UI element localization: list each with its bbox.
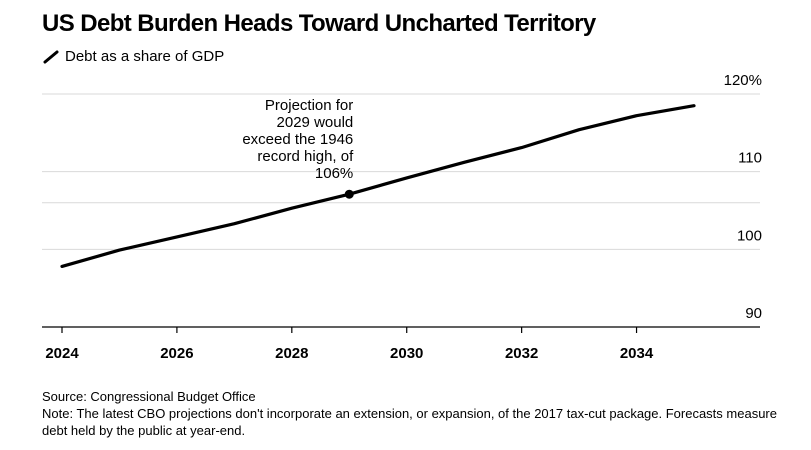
y-tick-label: 100: [737, 227, 762, 244]
y-axis: 90 100 110 120%: [724, 72, 762, 322]
annotation-line: Projection for: [264, 97, 354, 115]
annotation-text: Projection for 2029 would exceed the 194…: [173, 97, 353, 182]
footer: Source: Congressional Budget Office Note…: [42, 388, 782, 439]
annotation-line: exceed the 1946: [242, 131, 354, 149]
y-tick-label: 110: [738, 150, 762, 167]
x-tick-label: 2028: [275, 345, 308, 362]
legend-label: Debt as a share of GDP: [65, 48, 225, 65]
x-tick-label: 2030: [390, 345, 423, 362]
y-tick-label: 90: [745, 305, 762, 322]
legend: Debt as a share of GDP: [42, 48, 224, 65]
series-line: [60, 104, 696, 268]
x-axis: 2024 2026 2028 2030 2032 2034: [42, 326, 760, 362]
x-tick-label: 2024: [45, 345, 79, 362]
x-tick-label: 2034: [620, 345, 654, 362]
chart-title: US Debt Burden Heads Toward Uncharted Te…: [42, 10, 596, 37]
annotation-line: 2029 would: [276, 114, 354, 132]
x-tick-label: 2032: [505, 345, 538, 362]
highlight-point: [344, 189, 354, 199]
y-tick-label: 120%: [724, 72, 762, 89]
annotation-line: record high, of: [257, 148, 354, 166]
source-note: Source: Congressional Budget Office: [42, 389, 256, 404]
series-layer: [60, 104, 696, 268]
line-legend-icon: [43, 50, 59, 63]
annotation-line: 106%: [314, 165, 354, 183]
highlight-marker-layer: [344, 189, 354, 199]
x-tick-label: 2026: [160, 345, 193, 362]
footnote: Note: The latest CBO projections don't i…: [42, 406, 777, 438]
grid-lines: [42, 93, 760, 250]
